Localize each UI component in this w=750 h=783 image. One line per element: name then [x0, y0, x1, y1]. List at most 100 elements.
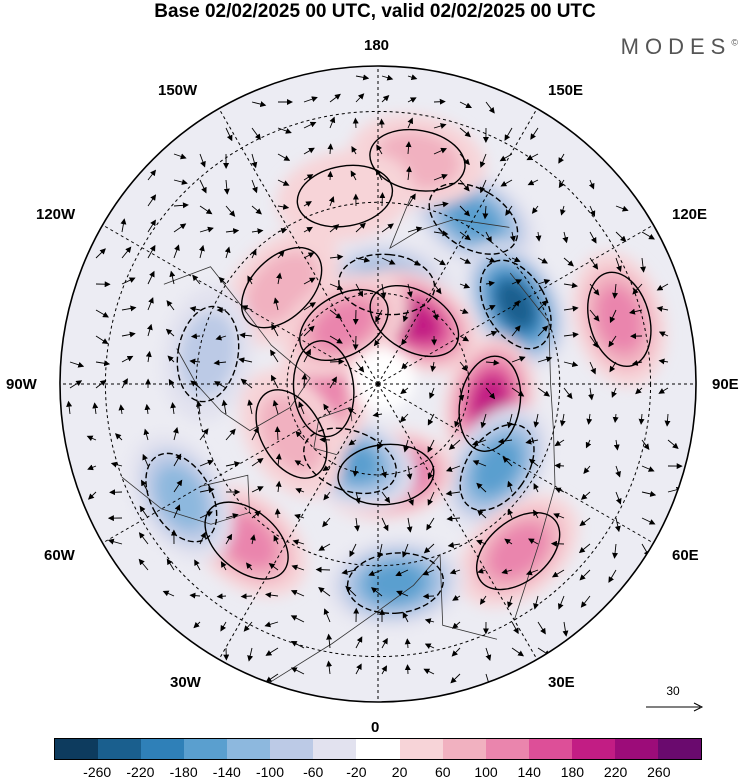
- wind-arrow: [559, 205, 566, 216]
- wind-arrow: [528, 458, 539, 467]
- wind-arrow: [173, 453, 182, 467]
- wind-arrow: [479, 179, 487, 194]
- wind-arrow: [368, 569, 383, 577]
- contour-line: [369, 284, 460, 358]
- wind-arrow: [459, 335, 470, 342]
- colorbar-tick-label: 220: [603, 764, 628, 780]
- wind-arrow: [407, 97, 417, 103]
- wind-arrow: [193, 621, 201, 629]
- wind-arrow: [147, 297, 154, 311]
- wind-arrow: [240, 593, 253, 600]
- wind-arrow: [658, 331, 669, 337]
- wind-arrow: [95, 309, 109, 318]
- wind-arrow: [423, 543, 435, 554]
- wind-arrow: [290, 589, 305, 597]
- wind-arrow: [198, 244, 205, 259]
- wind-arrow: [319, 436, 331, 443]
- wind-arrow: [303, 226, 313, 233]
- wind-arrow: [533, 413, 540, 428]
- wind-arrow: [251, 510, 261, 519]
- wind-arrow: [303, 121, 317, 129]
- colorbar: [54, 738, 702, 760]
- wind-arrow: [401, 335, 409, 346]
- wind-arrow: [381, 257, 396, 265]
- wind-arrow: [615, 205, 629, 212]
- brand-logo: MODES©: [621, 34, 738, 60]
- colorbar-tick-label: 140: [517, 764, 541, 780]
- wind-arrow: [322, 517, 331, 528]
- wind-arrow: [170, 402, 177, 415]
- wind-arrow: [629, 308, 643, 315]
- colorbar-cell: [55, 739, 99, 759]
- wind-arrow: [641, 439, 650, 451]
- wind-arrow: [404, 638, 411, 649]
- wind-arrow: [525, 438, 539, 445]
- wind-arrow: [327, 170, 334, 181]
- wind-arrow: [589, 231, 597, 244]
- wind-arrow: [199, 511, 213, 519]
- colorbar-cell: [184, 739, 228, 759]
- wind-arrow: [199, 531, 206, 545]
- wind-arrow: [86, 435, 97, 442]
- wind-arrow: [215, 334, 227, 341]
- lon-label-90w: 90W: [6, 376, 37, 393]
- anomaly-blob: [365, 563, 426, 603]
- wind-arrow: [341, 568, 357, 575]
- wind-arrow: [664, 413, 671, 427]
- wind-arrow: [509, 231, 516, 243]
- wind-arrow: [95, 335, 109, 345]
- wind-arrow: [199, 428, 209, 441]
- wind-arrow: [277, 250, 285, 259]
- wind-arrow: [459, 231, 471, 241]
- contour-line: [255, 389, 328, 479]
- wind-arrow: [146, 323, 153, 337]
- wind-arrow: [355, 361, 365, 373]
- wind-arrow: [352, 117, 359, 129]
- wind-arrow: [87, 464, 97, 471]
- wind-arrow: [452, 621, 461, 629]
- lon-label-90e: 90E: [712, 376, 739, 393]
- wind-arrow: [271, 323, 279, 337]
- wind-arrow: [318, 586, 331, 597]
- wind-arrow: [327, 143, 334, 155]
- wind-arrow: [277, 179, 290, 186]
- contour-line: [145, 452, 218, 543]
- wind-arrow: [251, 486, 264, 493]
- wind-arrow: [107, 538, 123, 545]
- wind-arrow: [404, 664, 411, 675]
- wind-arrow: [580, 491, 591, 500]
- wind-arrow: [381, 517, 389, 532]
- wind-arrow: [658, 358, 669, 365]
- wind-arrow: [429, 387, 435, 399]
- wind-arrow: [554, 487, 565, 494]
- wind-arrow: [609, 309, 617, 324]
- wind-arrow: [407, 74, 418, 81]
- wind-arrow: [318, 543, 331, 551]
- wind-arrow: [379, 192, 386, 207]
- wind-arrow: [355, 74, 370, 81]
- wind-arrow: [511, 256, 521, 263]
- wind-arrow: [381, 465, 387, 479]
- wind-arrow: [273, 534, 280, 545]
- wind-arrow: [274, 426, 281, 441]
- contour-line: [292, 340, 355, 438]
- wind-arrow: [348, 439, 357, 446]
- wind-arrow: [194, 559, 201, 571]
- meridian-line: [218, 108, 379, 385]
- wind-arrow: [350, 170, 357, 181]
- colorbar-cell: [141, 739, 185, 759]
- wind-arrow: [329, 309, 342, 320]
- wind-arrow: [277, 153, 291, 161]
- wind-arrow: [66, 400, 73, 415]
- wind-arrow: [553, 513, 565, 519]
- contour-line: [369, 128, 466, 192]
- wind-arrow: [199, 153, 206, 168]
- meridian-line: [218, 383, 379, 660]
- wind-arrow: [381, 491, 391, 504]
- coastline: [121, 474, 250, 525]
- wind-arrow: [173, 153, 187, 160]
- lon-label-60e: 60E: [672, 547, 699, 564]
- wind-arrow: [446, 515, 461, 522]
- wind-arrow: [303, 201, 312, 207]
- wind-arrow: [613, 439, 620, 451]
